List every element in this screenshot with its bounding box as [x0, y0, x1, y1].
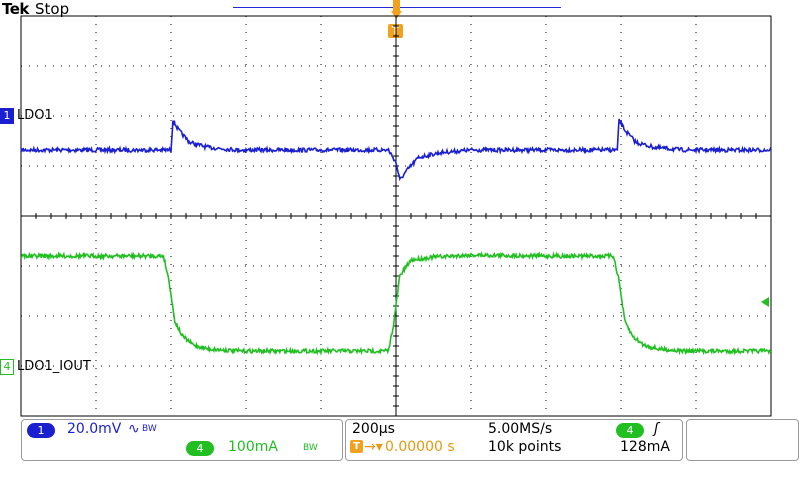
brand-logo: Tek	[2, 0, 29, 18]
timebase-value: 200µs	[352, 421, 395, 437]
ch4-label: LDO1_IOUT	[17, 359, 91, 374]
ch4-bw-limit-icon: BW	[303, 443, 318, 453]
acquisition-state: Stop	[35, 0, 70, 18]
trigger-position-icon[interactable]	[390, 0, 403, 20]
graticule	[20, 15, 772, 417]
empty-readout-panel	[686, 419, 799, 461]
ch4-button[interactable]: 4	[186, 441, 214, 456]
channel-readout-panel[interactable]: 1 20.0mV ∿ BW 4 100mA BW	[21, 419, 343, 461]
ch4-scale: 100mA	[228, 439, 278, 455]
ch4-marker[interactable]: 4 LDO1_IOUT	[0, 359, 91, 375]
sample-rate: 5.00MS/s	[488, 421, 553, 437]
scope-display	[20, 15, 772, 417]
ch1-marker[interactable]: 1 LDO1	[0, 108, 53, 124]
ch1-coupling-icon: ∿	[128, 421, 140, 437]
horizontal-readout-panel[interactable]: 200µs 5.00MS/s T →▾ 0.00000 s 10k points…	[345, 419, 683, 461]
ch4-number-icon: 4	[0, 359, 14, 375]
trigger-level: 128mA	[620, 439, 670, 455]
trigger-position-tag: T	[350, 440, 363, 453]
trigger-source-button[interactable]: 4	[616, 423, 644, 438]
record-length: 10k points	[488, 439, 562, 455]
ch1-label: LDO1	[17, 108, 53, 123]
ch1-trace	[20, 118, 772, 182]
trigger-arrow-icon: →▾	[364, 439, 383, 455]
ch1-number-icon: 1	[0, 108, 14, 124]
ch1-bw-limit-icon: BW	[142, 424, 157, 434]
ch4-trace	[20, 250, 772, 357]
rising-edge-icon: ʃ	[654, 421, 659, 437]
ch1-button[interactable]: 1	[27, 423, 55, 438]
trigger-position: 0.00000 s	[385, 439, 455, 455]
trigger-level-marker[interactable]	[761, 297, 769, 307]
ch1-scale: 20.0mV	[67, 421, 122, 437]
